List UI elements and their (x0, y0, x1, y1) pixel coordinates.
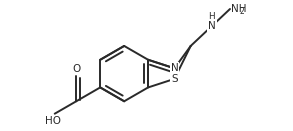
Text: O: O (72, 64, 80, 74)
Text: HO: HO (45, 116, 61, 126)
Text: NH: NH (231, 4, 247, 14)
Text: 2: 2 (239, 7, 244, 16)
Text: N: N (208, 21, 216, 31)
Text: S: S (171, 74, 178, 84)
Text: H: H (209, 12, 215, 21)
Text: N: N (171, 63, 178, 73)
